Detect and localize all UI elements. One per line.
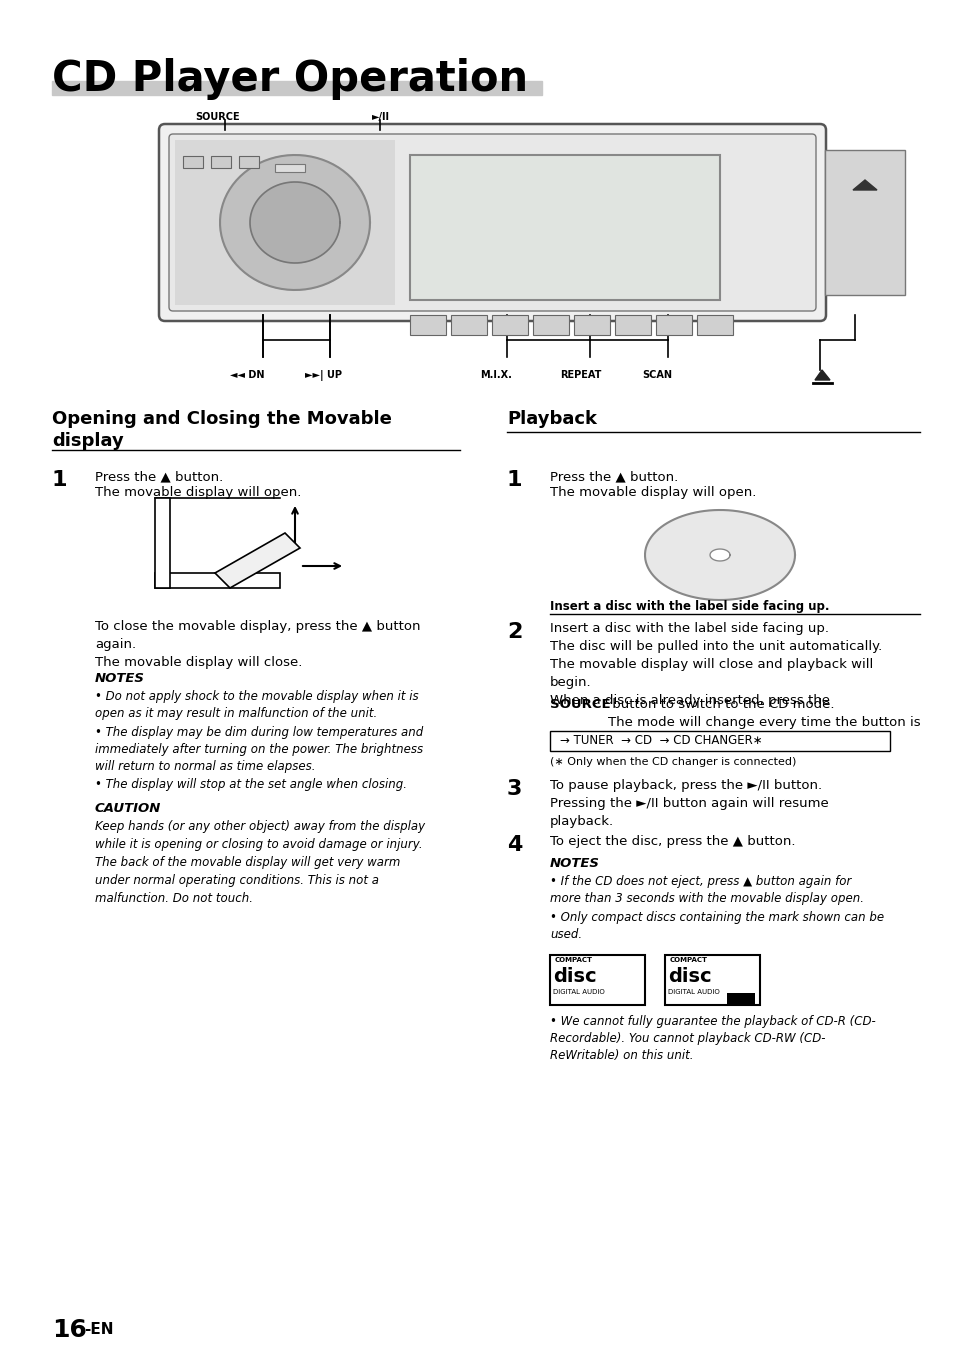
Text: SOURCE: SOURCE [194,112,239,122]
Bar [550,731,889,751]
Text: ►/II: ►/II [372,112,390,122]
Text: 1: 1 [52,470,68,490]
Text: • Only compact discs containing the mark shown can be
used.: • Only compact discs containing the mark… [550,911,883,941]
Polygon shape [814,370,829,380]
Text: M.I.X.: M.I.X. [479,370,512,380]
Bar [664,956,760,1005]
Polygon shape [154,573,280,588]
Text: Opening and Closing the Movable: Opening and Closing the Movable [52,411,392,428]
Text: Playback: Playback [506,411,597,428]
Polygon shape [220,155,370,289]
Text: The movable display will open.: The movable display will open. [95,486,301,499]
Text: disc: disc [667,966,711,987]
Text: • If the CD does not eject, press ▲ button again for
more than 3 seconds with th: • If the CD does not eject, press ▲ butt… [550,875,863,905]
Text: -EN: -EN [84,1322,113,1337]
Text: CAUTION: CAUTION [95,802,161,814]
Text: ◄◄ DN: ◄◄ DN [230,370,264,380]
Text: CD Player Operation: CD Player Operation [52,58,528,100]
Polygon shape [644,510,794,600]
Bar [183,156,203,168]
Bar [410,315,446,335]
Text: • We cannot fully guarantee the playback of CD-R (CD-
Recordable). You cannot pl: • We cannot fully guarantee the playback… [550,1015,875,1062]
Bar [274,164,305,172]
Text: COMPACT: COMPACT [555,957,593,962]
Bar [533,315,568,335]
Text: button to switch to the CD mode.
The mode will change every time the button is
p: button to switch to the CD mode. The mod… [607,699,920,747]
Text: → TUNER  → CD  → CD CHANGER∗: → TUNER → CD → CD CHANGER∗ [559,734,761,747]
Text: disc: disc [553,966,596,987]
Text: Press the ▲ button.: Press the ▲ button. [550,470,678,483]
Text: DIGITAL AUDIO: DIGITAL AUDIO [553,989,604,995]
Polygon shape [214,533,299,588]
Text: NOTES: NOTES [95,672,145,685]
Bar [492,315,527,335]
Text: 3: 3 [506,779,522,800]
Bar [574,315,609,335]
Text: SOURCE: SOURCE [550,699,610,711]
Polygon shape [852,180,876,190]
Bar [410,155,720,300]
Text: DIGITAL AUDIO: DIGITAL AUDIO [667,989,719,995]
Text: • The display may be dim during low temperatures and
immediately after turning o: • The display may be dim during low temp… [95,725,423,773]
Text: 1: 1 [506,470,522,490]
Bar [656,315,691,335]
Text: 2: 2 [506,622,522,642]
Bar [726,993,754,1005]
Polygon shape [154,498,170,588]
Text: Insert a disc with the label side facing up.: Insert a disc with the label side facing… [550,600,828,612]
Text: REPEAT: REPEAT [559,370,600,380]
Polygon shape [250,182,339,262]
Polygon shape [709,549,729,561]
Bar [451,315,486,335]
Bar [52,81,541,96]
FancyBboxPatch shape [159,124,825,320]
Text: Keep hands (or any other object) away from the display
while it is opening or cl: Keep hands (or any other object) away fr… [95,820,425,905]
Text: • Do not apply shock to the movable display when it is
open as it may result in : • Do not apply shock to the movable disp… [95,690,418,720]
Text: 4: 4 [506,835,522,855]
Text: display: display [52,432,124,450]
Text: To eject the disc, press the ▲ button.: To eject the disc, press the ▲ button. [550,835,795,848]
Bar [824,149,904,295]
Bar [239,156,258,168]
Bar [550,956,644,1005]
Text: 16: 16 [52,1318,87,1342]
Text: • The display will stop at the set angle when closing.: • The display will stop at the set angle… [95,778,407,791]
Bar [174,140,395,306]
FancyBboxPatch shape [169,135,815,311]
Text: SCAN: SCAN [641,370,671,380]
Text: NOTES: NOTES [550,857,599,870]
Text: To pause playback, press the ►/II button.
Pressing the ►/II button again will re: To pause playback, press the ►/II button… [550,779,828,828]
Text: ►►| UP: ►►| UP [305,370,341,381]
Bar [211,156,231,168]
Text: Insert a disc with the label side facing up.
The disc will be pulled into the un: Insert a disc with the label side facing… [550,622,882,707]
Bar [615,315,650,335]
Text: (∗ Only when the CD changer is connected): (∗ Only when the CD changer is connected… [550,756,796,767]
Text: COMPACT: COMPACT [669,957,707,962]
Text: TEXT: TEXT [728,957,745,962]
Bar [697,315,732,335]
Text: The movable display will open.: The movable display will open. [550,486,756,499]
Text: Press the ▲ button.: Press the ▲ button. [95,470,223,483]
Text: To close the movable display, press the ▲ button
again.
The movable display will: To close the movable display, press the … [95,621,420,669]
